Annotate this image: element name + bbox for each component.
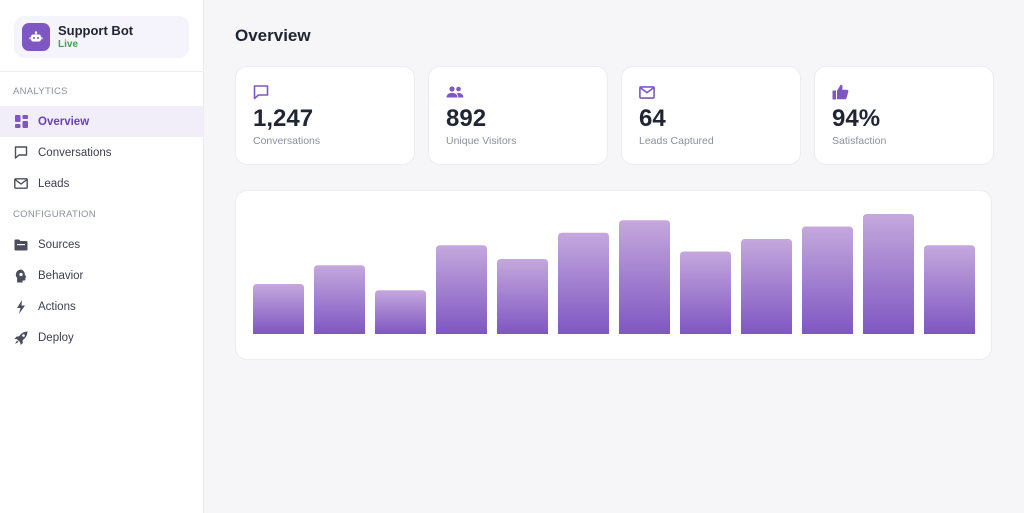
thumbs-up-icon xyxy=(832,83,976,101)
bot-card[interactable]: Support Bot Live xyxy=(14,16,189,58)
stat-label: Unique Visitors xyxy=(446,135,517,147)
stat-label: Conversations xyxy=(253,135,321,147)
users-icon xyxy=(446,83,590,101)
stat-value: 64 xyxy=(639,105,666,132)
chart-bar xyxy=(741,239,792,334)
chart-bar xyxy=(802,226,853,334)
main-content: Overview 1,247 Conversations xyxy=(204,0,1024,513)
mail-icon xyxy=(639,83,783,101)
rocket-icon xyxy=(13,330,29,346)
stats-row: 1,247 Conversations 892 Unique Visitors xyxy=(235,66,994,165)
sidebar-item-sources[interactable]: Sources xyxy=(0,229,203,260)
stat-value: 1,247 xyxy=(253,105,314,132)
sidebar-item-label: Sources xyxy=(38,238,81,251)
sidebar-item-behavior[interactable]: Behavior xyxy=(0,260,203,291)
chat-bubble-icon xyxy=(253,83,397,101)
stat-value: 94% xyxy=(832,105,881,132)
chart-bar xyxy=(375,290,426,334)
sidebar-item-label: Behavior xyxy=(38,269,84,282)
sidebar-item-label: Overview xyxy=(38,115,90,128)
page-title: Overview xyxy=(235,26,311,45)
dashboard-icon xyxy=(13,114,29,130)
bot-icon xyxy=(22,23,50,51)
sidebar-item-overview[interactable]: Overview xyxy=(0,106,203,137)
sidebar-divider xyxy=(0,71,203,72)
stat-label: Leads Captured xyxy=(639,135,714,147)
stat-label: Satisfaction xyxy=(832,135,887,147)
chart-bar xyxy=(314,265,365,334)
sidebar-item-label: Leads xyxy=(38,177,70,190)
activity-bar-chart xyxy=(253,214,975,334)
stat-card-satisfaction: 94% Satisfaction xyxy=(814,66,994,165)
stat-card-unique-visitors: 892 Unique Visitors xyxy=(428,66,608,165)
chat-bubble-icon xyxy=(13,145,29,161)
mail-icon xyxy=(13,176,29,192)
bot-status: Live xyxy=(58,38,79,50)
brain-icon xyxy=(13,268,29,284)
stat-card-conversations: 1,247 Conversations xyxy=(235,66,415,165)
folder-icon xyxy=(13,237,29,253)
bot-name: Support Bot xyxy=(58,23,134,39)
sidebar-item-actions[interactable]: Actions xyxy=(0,291,203,322)
chart-bar xyxy=(253,284,304,334)
sidebar-item-deploy[interactable]: Deploy xyxy=(0,322,203,353)
sidebar-item-conversations[interactable]: Conversations xyxy=(0,137,203,168)
sidebar-item-leads[interactable]: Leads xyxy=(0,168,203,199)
sidebar-item-label: Actions xyxy=(38,300,76,313)
chart-bar xyxy=(558,232,609,334)
sidebar-item-label: Deploy xyxy=(38,331,74,344)
chart-bar xyxy=(619,220,670,334)
sidebar-item-label: Conversations xyxy=(38,146,112,159)
chart-bar xyxy=(436,245,487,334)
activity-chart-card xyxy=(235,190,992,360)
stat-value: 892 xyxy=(446,105,487,132)
sidebar: Support Bot Live ANALYTICS Overview xyxy=(0,0,204,513)
chart-bar xyxy=(924,245,975,334)
section-label-analytics: ANALYTICS xyxy=(13,86,68,97)
chart-bar xyxy=(497,259,548,334)
chart-bar xyxy=(863,214,914,334)
stat-card-leads-captured: 64 Leads Captured xyxy=(621,66,801,165)
chart-bar xyxy=(680,251,731,334)
section-label-configuration: CONFIGURATION xyxy=(13,209,96,220)
bolt-icon xyxy=(13,299,29,315)
